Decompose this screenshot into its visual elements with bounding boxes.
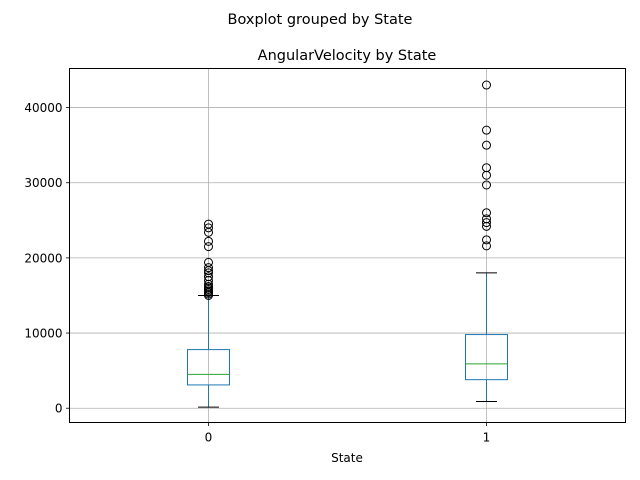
box-iqr xyxy=(187,349,230,386)
x-tick-label: 1 xyxy=(483,431,491,445)
box-iqr xyxy=(465,334,508,381)
flier-point xyxy=(482,125,491,135)
flier-point xyxy=(204,219,213,229)
flier-point xyxy=(204,223,213,233)
flier-point xyxy=(482,163,491,173)
grid-lines xyxy=(69,68,626,423)
flier-point xyxy=(482,180,491,190)
flier-point xyxy=(482,241,491,251)
flier-point xyxy=(482,80,491,90)
flier-point xyxy=(204,242,213,252)
flier-point xyxy=(204,272,213,282)
box-group-1 xyxy=(465,80,508,402)
plot-frame xyxy=(69,68,626,423)
flier-point xyxy=(204,236,213,246)
x-tick-label: 0 xyxy=(205,431,213,445)
y-tick-label: 40000 xyxy=(24,101,62,115)
boxes xyxy=(187,80,508,408)
flier-point xyxy=(482,140,491,150)
y-tick-label: 20000 xyxy=(24,251,62,265)
flier-point xyxy=(482,218,491,228)
y-tick-label: 30000 xyxy=(24,176,62,190)
y-tick-label: 10000 xyxy=(24,327,62,341)
flier-point xyxy=(204,281,213,291)
flier-point xyxy=(204,257,213,267)
flier-point xyxy=(482,214,491,224)
axis-ticks: 0 10000 20000 30000 40000 0 1 xyxy=(24,101,490,444)
box-group-0 xyxy=(187,219,230,408)
flier-point xyxy=(204,268,213,278)
y-tick-label: 0 xyxy=(55,402,63,416)
flier-point xyxy=(204,263,213,273)
flier-point xyxy=(482,208,491,218)
chart-title: AngularVelocity by State xyxy=(258,48,437,64)
chart-suptitle: Boxplot grouped by State xyxy=(228,12,413,28)
x-axis-label: State xyxy=(331,451,363,465)
flier-point xyxy=(482,235,491,245)
